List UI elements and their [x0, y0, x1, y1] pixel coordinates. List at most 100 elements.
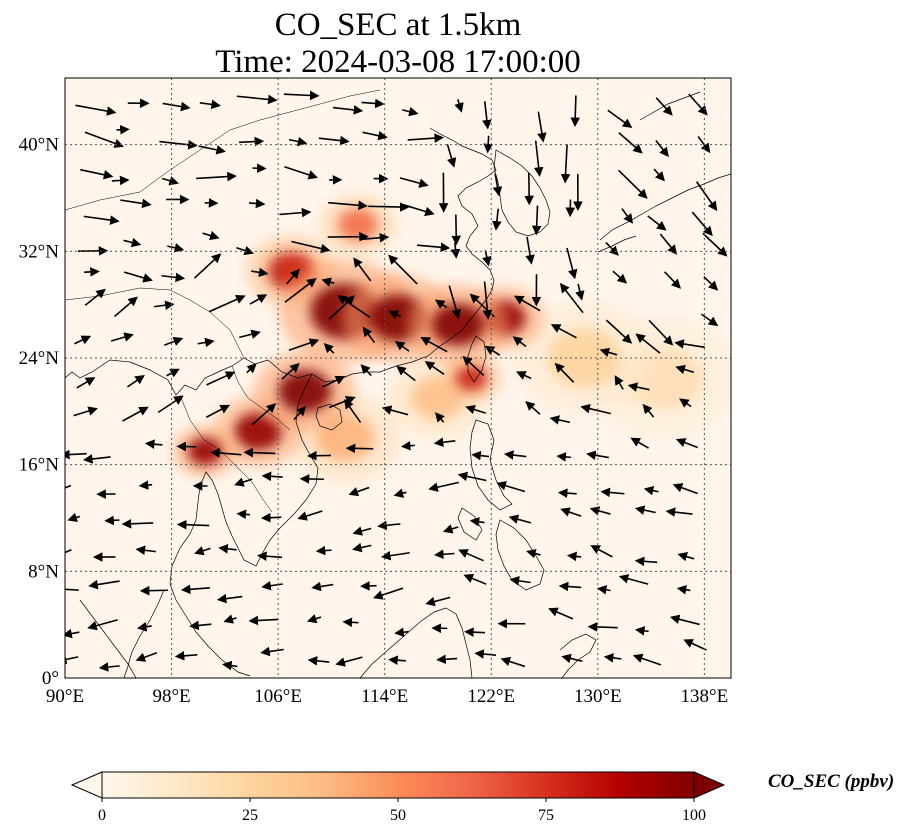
wind-arrow — [448, 285, 461, 320]
wind-arrow — [110, 332, 134, 342]
wind-arrow — [288, 338, 320, 351]
wind-arrow — [248, 615, 279, 626]
wind-arrow — [65, 484, 72, 489]
longitude-tick-label: 130°E — [574, 686, 622, 707]
wind-arrow — [496, 481, 526, 493]
wind-arrow — [236, 245, 255, 256]
wind-arrow — [157, 395, 184, 414]
wind-arrow — [484, 345, 501, 356]
wind-arrow — [104, 515, 120, 526]
wind-arrow — [464, 627, 486, 637]
wind-arrow — [471, 450, 490, 461]
co-plume-core — [315, 414, 375, 462]
wind-arrow — [197, 337, 215, 348]
wind-arrow — [393, 488, 407, 498]
wind-arrow — [454, 99, 464, 113]
wind-arrow — [589, 506, 611, 516]
mainland-coastline — [65, 127, 497, 396]
sumatra-coastline — [79, 599, 137, 678]
wind-arrow — [677, 552, 695, 562]
coastline-outlines — [65, 89, 731, 678]
wind-arrow — [161, 176, 179, 186]
wind-arrow — [703, 276, 719, 291]
wind-arrow — [697, 136, 711, 154]
wind-arrow — [525, 400, 541, 415]
wind-arrow — [362, 130, 388, 141]
wind-arrow — [74, 335, 92, 345]
wind-arrow — [306, 614, 322, 624]
wind-arrow — [198, 145, 226, 155]
wind-arrow — [352, 542, 372, 553]
wind-arrow — [635, 333, 661, 354]
wind-arrow — [189, 620, 212, 631]
wind-arrow — [218, 544, 237, 554]
inner-border-3 — [65, 287, 245, 359]
wind-arrow — [65, 628, 80, 639]
wind-arrow — [377, 520, 401, 531]
wind-arrow — [683, 639, 707, 651]
latitude-tick-label: 8°N — [28, 561, 59, 582]
wind-arrow — [123, 271, 153, 283]
wind-arrow — [436, 654, 458, 665]
wind-arrow — [199, 99, 221, 110]
colorbar-tick-label: 0 — [98, 807, 106, 824]
wind-arrow — [193, 253, 222, 279]
wind-arrow — [590, 545, 613, 558]
wind-arrow — [281, 362, 300, 380]
wind-arrow — [388, 254, 418, 285]
wind-arrow — [442, 524, 459, 534]
wind-arrow — [388, 655, 406, 665]
sulawesi-coastline — [559, 633, 597, 678]
luzon-coastline — [469, 419, 513, 511]
wind-arrow — [632, 653, 662, 666]
wind-arrow — [166, 368, 180, 378]
wind-arrow — [205, 404, 231, 418]
wind-arrow — [362, 326, 376, 344]
inner-border-4 — [65, 89, 381, 211]
wind-arrow — [111, 175, 130, 186]
wind-arrow — [138, 480, 153, 490]
wind-arrow — [352, 526, 372, 536]
longitude-tick-label: 114°E — [361, 686, 408, 707]
wind-arrow — [402, 106, 419, 117]
wind-arrow — [416, 242, 451, 253]
wind-arrow — [297, 510, 323, 521]
wind-arrow — [556, 452, 571, 462]
gulf-coastline — [169, 373, 319, 677]
wind-arrow — [65, 549, 72, 554]
wind-arrow — [82, 454, 111, 464]
colorbar-extend-min — [70, 771, 103, 799]
wind-arrow — [675, 438, 699, 449]
wind-arrow — [176, 519, 210, 530]
co-plume-core — [278, 370, 332, 413]
wind-arrow — [318, 135, 350, 146]
wind-arrow — [655, 97, 673, 116]
wind-arrow — [549, 415, 571, 425]
wind-arrow — [315, 545, 332, 556]
wind-arrow — [80, 168, 114, 180]
wind-arrow — [162, 101, 191, 112]
wind-arrow — [537, 111, 547, 143]
wind-arrow — [526, 548, 541, 559]
wind-arrow — [321, 277, 335, 287]
wind-arrow — [503, 450, 527, 460]
wind-arrow — [239, 136, 265, 147]
wind-arrow — [84, 131, 124, 148]
wind-arrow — [98, 662, 120, 672]
wind-arrow — [353, 257, 372, 282]
wind-arrow — [208, 294, 246, 313]
wind-arrow — [84, 288, 106, 306]
wind-arrow — [509, 576, 531, 586]
latitude-tick-label: 40°N — [19, 135, 60, 156]
philippines-south-coastline — [457, 507, 545, 591]
longitude-tick-label: 90°E — [46, 686, 84, 707]
wind-arrow — [222, 660, 238, 671]
wind-arrow — [163, 336, 184, 346]
colorbar-extend-max — [693, 771, 726, 799]
wind-arrow — [566, 247, 578, 280]
wind-arrow — [402, 203, 435, 217]
wind-arrow — [399, 177, 429, 188]
wind-arrow — [135, 545, 156, 556]
hainan-coastline — [315, 403, 343, 431]
